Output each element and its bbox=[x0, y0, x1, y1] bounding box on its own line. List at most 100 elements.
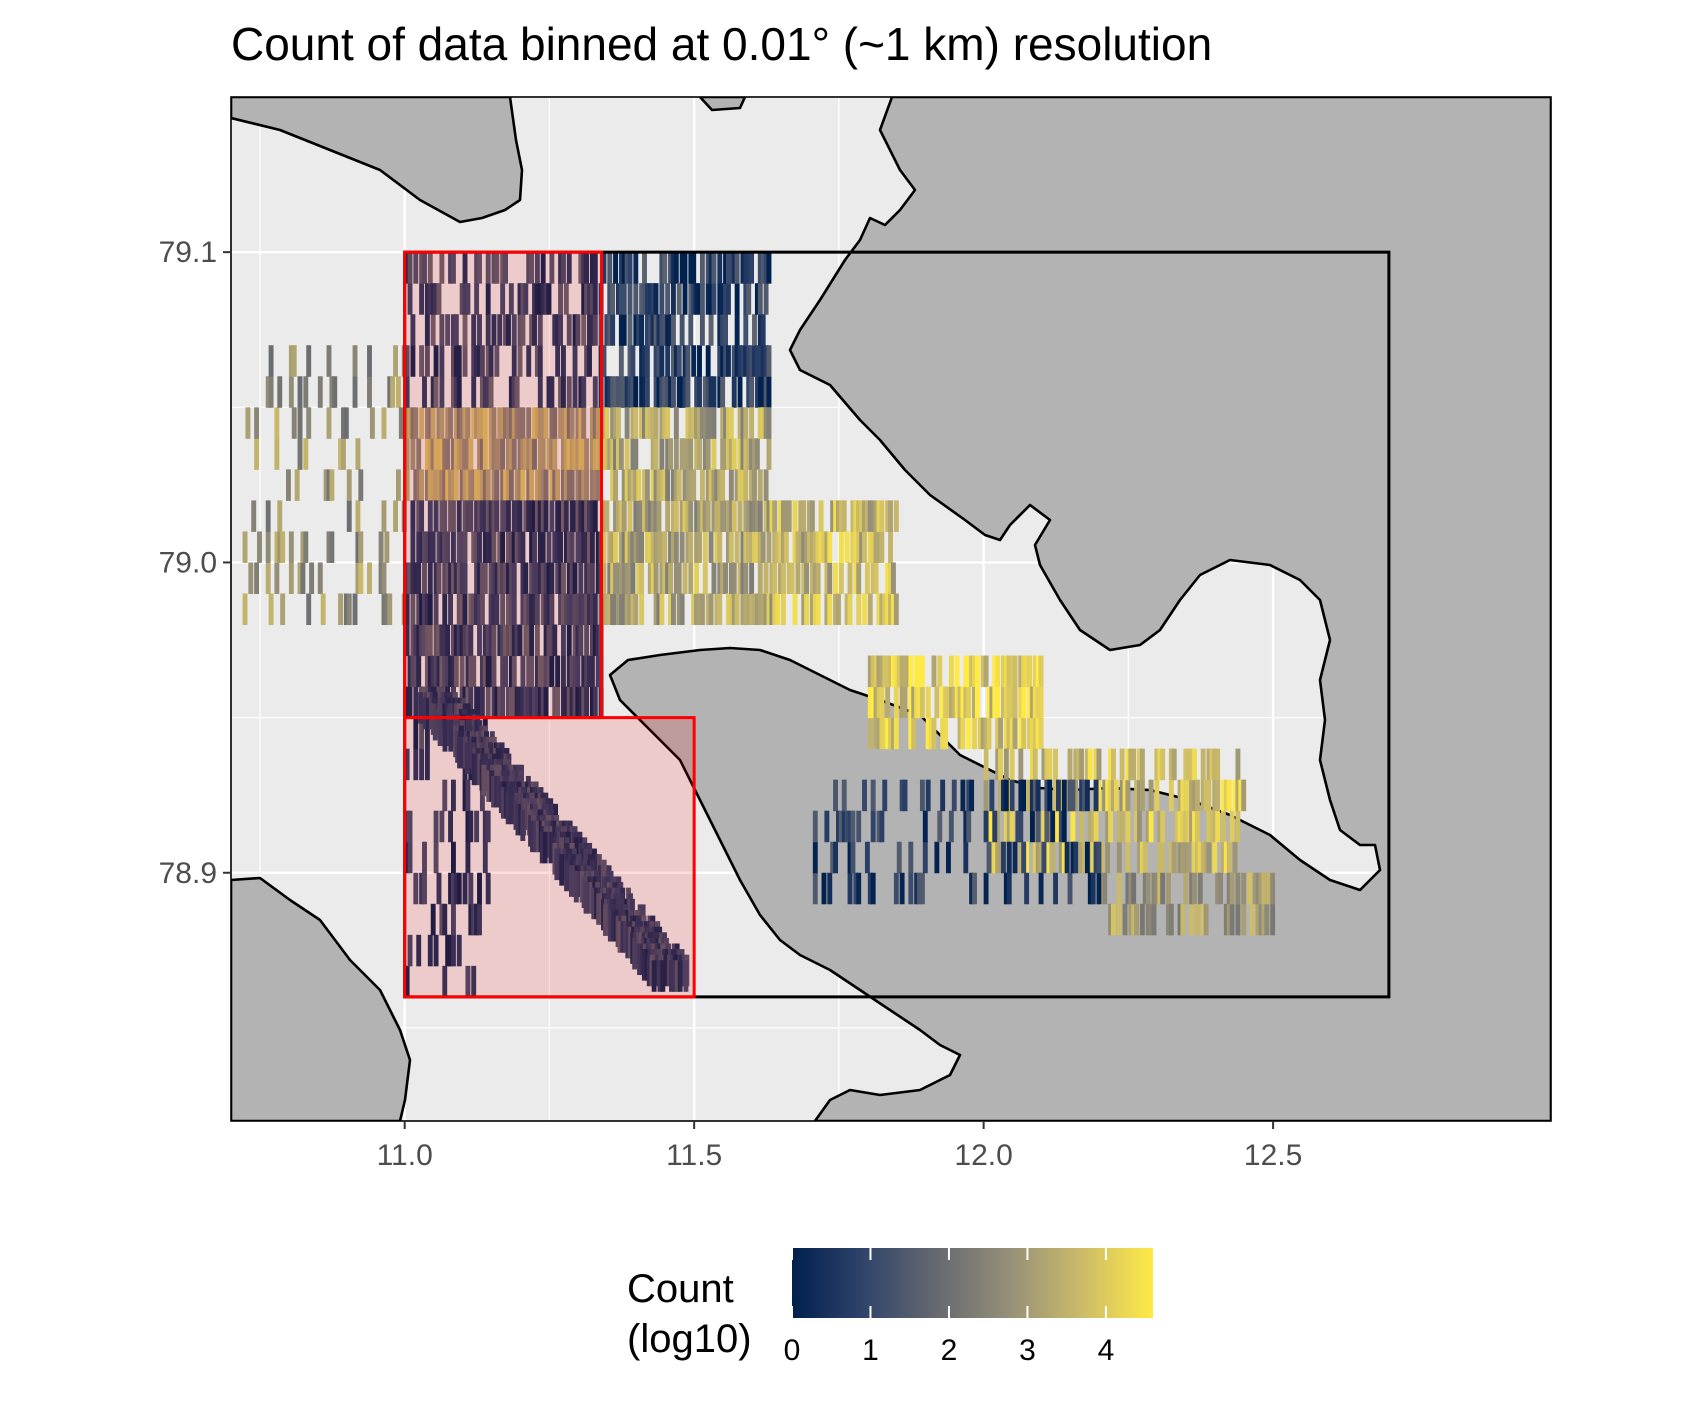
heatmap-cell bbox=[995, 717, 1001, 750]
heatmap-cell bbox=[1041, 841, 1047, 874]
panel-border bbox=[230, 96, 1552, 1122]
heatmap-cell bbox=[699, 500, 705, 532]
heatmap-cell bbox=[697, 593, 702, 626]
heatmap-cell bbox=[769, 593, 775, 626]
heatmap-cell bbox=[572, 593, 578, 626]
heatmap-cell bbox=[618, 252, 624, 284]
heatmap-cell bbox=[297, 376, 303, 408]
heatmap-cell bbox=[998, 841, 1003, 874]
heatmap-cell bbox=[404, 686, 410, 719]
heatmap-cell bbox=[482, 655, 488, 688]
heatmap-cell bbox=[1064, 841, 1070, 874]
heatmap-cell bbox=[610, 531, 616, 563]
heatmap-cell bbox=[558, 283, 563, 315]
heatmap-cell bbox=[754, 593, 760, 626]
heatmap-cell bbox=[445, 655, 451, 688]
heatmap-cell bbox=[737, 500, 743, 532]
heatmap-cell bbox=[972, 872, 977, 905]
heatmap-cell bbox=[462, 283, 468, 315]
heatmap-cell bbox=[407, 810, 413, 843]
heatmap-cell bbox=[659, 438, 665, 470]
heatmap-cell bbox=[422, 872, 427, 905]
heatmap-cell bbox=[639, 531, 645, 563]
heatmap-cell bbox=[430, 903, 436, 936]
heatmap-cell bbox=[1029, 810, 1035, 843]
heatmap-cell bbox=[856, 500, 862, 532]
heatmap-cell bbox=[494, 593, 500, 626]
heatmap-cell bbox=[540, 562, 546, 594]
heatmap-cell bbox=[265, 376, 271, 408]
heatmap-cell bbox=[1001, 686, 1006, 719]
heatmap-cell bbox=[474, 283, 480, 315]
heatmap-cell bbox=[309, 562, 315, 594]
heatmap-cell bbox=[427, 252, 433, 284]
heatmap-cell bbox=[555, 469, 561, 501]
heatmap-cell bbox=[546, 283, 552, 315]
heatmap-cell bbox=[511, 376, 517, 408]
heatmap-cell bbox=[717, 562, 723, 594]
heatmap-cell bbox=[439, 655, 445, 688]
heatmap-cell bbox=[1021, 655, 1027, 688]
heatmap-cell bbox=[459, 593, 465, 626]
heatmap-cell bbox=[876, 717, 882, 750]
heatmap-cell bbox=[555, 531, 561, 563]
heatmap-cell bbox=[1137, 779, 1142, 812]
heatmap-cell bbox=[995, 841, 1001, 874]
heatmap-cell bbox=[685, 500, 691, 532]
heatmap-cell bbox=[885, 562, 891, 594]
heatmap-cell bbox=[960, 686, 966, 719]
heatmap-cell bbox=[500, 283, 506, 315]
heatmap-cell bbox=[424, 593, 430, 626]
heatmap-cell bbox=[589, 283, 595, 315]
heatmap-cell bbox=[482, 376, 488, 408]
heatmap-cell bbox=[587, 593, 592, 626]
heatmap-cell bbox=[1139, 748, 1145, 781]
heatmap-cell bbox=[424, 283, 430, 315]
heatmap-cell bbox=[416, 500, 422, 532]
heatmap-cell bbox=[436, 655, 442, 688]
heatmap-cell bbox=[332, 376, 338, 408]
heatmap-cell bbox=[1177, 779, 1183, 812]
heatmap-cell bbox=[563, 531, 569, 563]
heatmap-cell bbox=[491, 314, 497, 346]
heatmap-cell bbox=[818, 500, 824, 532]
heatmap-cell bbox=[737, 376, 743, 408]
heatmap-cell bbox=[879, 810, 885, 843]
heatmap-cell bbox=[548, 831, 554, 864]
heatmap-cell bbox=[1047, 748, 1053, 781]
heatmap-cell bbox=[491, 500, 497, 532]
heatmap-cell bbox=[413, 562, 419, 594]
heatmap-cell bbox=[407, 655, 413, 688]
heatmap-cell bbox=[1027, 779, 1032, 812]
heatmap-cell bbox=[1079, 748, 1085, 781]
heatmap-cell bbox=[465, 407, 471, 439]
heatmap-cell bbox=[559, 854, 565, 886]
heatmap-cell bbox=[1093, 779, 1099, 812]
heatmap-cell bbox=[919, 872, 925, 905]
heatmap-cell bbox=[688, 407, 694, 439]
heatmap-cell bbox=[549, 407, 555, 439]
heatmap-cell bbox=[575, 624, 581, 657]
heatmap-cell bbox=[737, 438, 743, 470]
heatmap-cell bbox=[702, 500, 708, 532]
heatmap-cell bbox=[1200, 748, 1206, 781]
heatmap-cell bbox=[558, 376, 563, 408]
heatmap-cell bbox=[448, 562, 453, 594]
heatmap-cell bbox=[717, 252, 723, 284]
heatmap-cell bbox=[607, 376, 613, 408]
heatmap-cell bbox=[946, 686, 951, 719]
heatmap-cell bbox=[479, 469, 485, 501]
legend-title-line2: (log10) bbox=[627, 1317, 752, 1361]
heatmap-cell bbox=[451, 655, 456, 688]
heatmap-cell bbox=[1003, 748, 1009, 781]
heatmap-cell bbox=[404, 469, 410, 501]
heatmap-cell bbox=[505, 792, 511, 825]
heatmap-cell bbox=[752, 500, 757, 532]
heatmap-cell bbox=[566, 438, 572, 470]
heatmap-cell bbox=[1058, 841, 1064, 874]
heatmap-cell bbox=[1166, 872, 1171, 905]
heatmap-cell bbox=[407, 686, 413, 719]
heatmap-cell bbox=[1024, 779, 1030, 812]
heatmap-cell bbox=[1012, 655, 1018, 688]
heatmap-cell bbox=[578, 624, 584, 657]
